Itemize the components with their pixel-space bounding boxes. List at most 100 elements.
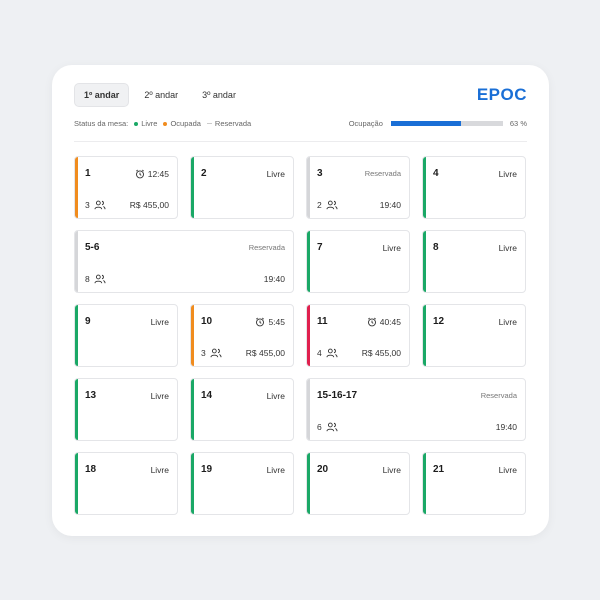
- guest-count: 3: [85, 200, 90, 210]
- table-amount: R$ 455,00: [361, 348, 401, 358]
- reservation-time: 19:40: [495, 422, 517, 432]
- reservation-time: 19:40: [379, 200, 401, 210]
- reservation-time: 19:40: [263, 274, 285, 284]
- table-amount: R$ 455,00: [245, 348, 285, 358]
- table-guests: 3: [201, 348, 222, 358]
- guest-count: 2: [317, 200, 322, 210]
- table-number: 19: [201, 464, 213, 475]
- table-number: 3: [317, 168, 323, 179]
- table-number: 10: [201, 316, 213, 327]
- brand-logo: EPOC: [476, 85, 527, 104]
- table-guests: 2: [317, 200, 338, 210]
- table-number: 15-16-17: [317, 390, 358, 401]
- table-card-9[interactable]: 9 Livre: [74, 304, 178, 367]
- table-status-label: Livre: [382, 465, 401, 475]
- table-guests: 3: [85, 200, 106, 210]
- floor-tabs: 1º andar 2º andar 3º andar: [74, 83, 251, 107]
- table-number: 5-6: [85, 242, 100, 253]
- occupancy-bar: [390, 121, 503, 126]
- table-card-2[interactable]: 2 Livre: [190, 156, 294, 219]
- table-status-label: Reservada: [248, 243, 285, 252]
- guest-count: 4: [317, 348, 322, 358]
- legend-label: Status da mesa:: [74, 119, 129, 128]
- table-card-21[interactable]: 21 Livre: [422, 452, 526, 515]
- legend-item-reservada: Reservada: [206, 119, 252, 128]
- legend-ocupada-label: Ocupada: [170, 119, 201, 128]
- alarm-clock-icon: [367, 317, 380, 327]
- people-icon: [90, 274, 106, 284]
- table-card-4[interactable]: 4 Livre: [422, 156, 526, 219]
- table-status-label: Livre: [150, 391, 169, 401]
- people-icon: [206, 348, 222, 358]
- guest-count: 6: [317, 422, 322, 432]
- table-status-label: Livre: [498, 465, 517, 475]
- table-number: 1: [85, 168, 91, 179]
- table-card-10[interactable]: 10 5:45 3 R$ 455,00: [190, 304, 294, 367]
- tab-floor-1[interactable]: 1º andar: [74, 83, 130, 107]
- table-card-13[interactable]: 13 Livre: [74, 378, 178, 441]
- table-card-19[interactable]: 19 Livre: [190, 452, 294, 515]
- table-number: 14: [201, 390, 213, 401]
- table-status-label: Livre: [498, 169, 517, 179]
- table-status-label: Livre: [382, 243, 401, 253]
- table-card-11[interactable]: 11 40:45 4 R$ 455,00: [306, 304, 410, 367]
- occupancy-bar-fill: [390, 121, 462, 126]
- people-icon: [90, 200, 106, 210]
- table-number: 4: [433, 168, 439, 179]
- tab-floor-2[interactable]: 2º andar: [144, 90, 179, 100]
- timer-value: 5:45: [268, 317, 285, 327]
- tab-floor-3[interactable]: 3º andar: [202, 90, 236, 100]
- people-icon: [322, 422, 338, 432]
- occupancy-label: Ocupação: [348, 119, 383, 128]
- guest-count: 8: [85, 274, 90, 284]
- table-status-label: Livre: [266, 169, 285, 179]
- table-card-3[interactable]: 3 Reservada 2 19:40: [306, 156, 410, 219]
- table-status-label: Livre: [150, 317, 169, 327]
- legend-item-livre: Livre: [134, 119, 157, 128]
- floor-panel: 1º andar 2º andar 3º andar EPOC Status d…: [52, 65, 549, 536]
- livre-dot-icon: [134, 121, 139, 126]
- timer-value: 12:45: [147, 169, 169, 179]
- table-timer: 5:45: [255, 317, 285, 327]
- occupancy-value: 63 %: [509, 119, 527, 128]
- guest-count: 3: [201, 348, 206, 358]
- table-status-label: Reservada: [480, 391, 517, 400]
- table-card-12[interactable]: 12 Livre: [422, 304, 526, 367]
- table-amount: R$ 455,00: [129, 200, 169, 210]
- reservada-dash-icon: [206, 122, 212, 125]
- table-card-1[interactable]: 1 12:45 3 R$ 455,00: [74, 156, 178, 219]
- table-number: 12: [433, 316, 445, 327]
- table-number: 7: [317, 242, 323, 253]
- ocupada-dot-icon: [163, 121, 168, 126]
- table-guests: 4: [317, 348, 338, 358]
- table-number: 2: [201, 168, 207, 179]
- alarm-clock-icon: [255, 317, 268, 327]
- table-number: 8: [433, 242, 439, 253]
- alarm-clock-icon: [135, 169, 148, 179]
- table-card-15-16-17[interactable]: 15-16-17 Reservada 6 19:40: [306, 378, 526, 441]
- legend-reservada-label: Reservada: [214, 119, 252, 128]
- table-card-14[interactable]: 14 Livre: [190, 378, 294, 441]
- table-timer: 40:45: [367, 317, 401, 327]
- table-status-label: Livre: [266, 465, 285, 475]
- table-number: 21: [433, 464, 445, 475]
- table-card-5-6[interactable]: 5-6 Reservada 8 19:40: [74, 230, 294, 293]
- legend-livre-label: Livre: [141, 119, 158, 128]
- header-divider: [74, 141, 527, 142]
- table-card-7[interactable]: 7 Livre: [306, 230, 410, 293]
- table-card-20[interactable]: 20 Livre: [306, 452, 410, 515]
- table-number: 18: [85, 464, 97, 475]
- legend-item-ocupada: Ocupada: [163, 119, 201, 128]
- table-status-label: Livre: [150, 465, 169, 475]
- status-legend: Status da mesa: Livre Ocupada Reservada: [74, 119, 257, 128]
- table-number: 9: [85, 316, 91, 327]
- table-card-18[interactable]: 18 Livre: [74, 452, 178, 515]
- table-card-8[interactable]: 8 Livre: [422, 230, 526, 293]
- table-guests: 8: [85, 274, 106, 284]
- table-status-label: Livre: [498, 243, 517, 253]
- table-guests: 6: [317, 422, 338, 432]
- table-number: 11: [317, 316, 328, 327]
- table-timer: 12:45: [135, 169, 169, 179]
- table-status-label: Livre: [498, 317, 517, 327]
- table-number: 13: [85, 390, 97, 401]
